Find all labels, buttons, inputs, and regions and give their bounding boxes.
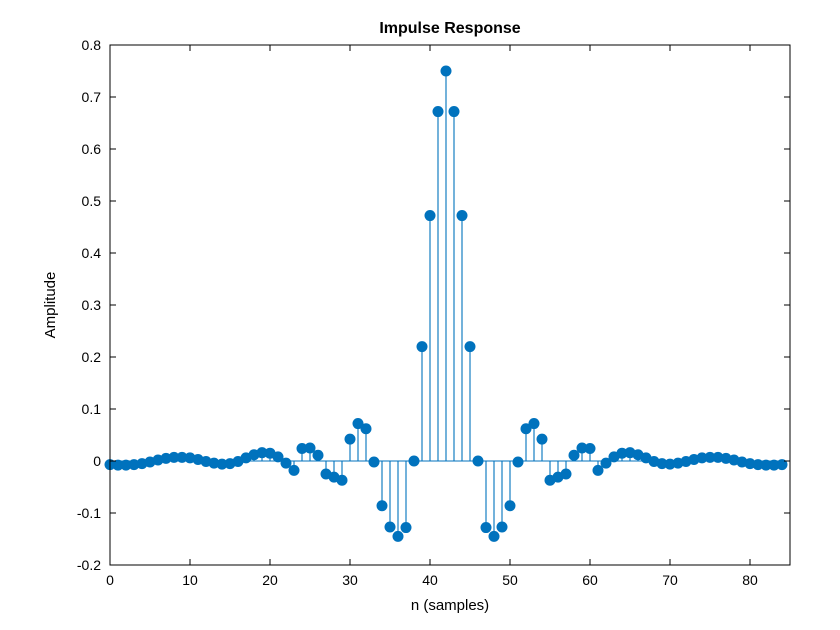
xtick-label: 40 — [422, 572, 438, 588]
ytick-label: -0.2 — [77, 557, 101, 573]
ytick-label: 0.3 — [82, 297, 102, 313]
chart-title: Impulse Response — [379, 20, 520, 37]
ytick-label: 0.5 — [82, 193, 102, 209]
xtick-label: 20 — [262, 572, 278, 588]
chart-svg: 0 10 20 30 40 50 60 70 80 -0.2 -0.1 0 0.1 0.2 0.3 0.4 0.… — [0, 0, 840, 630]
y-axis-label: Amplitude — [42, 272, 59, 339]
ytick-label: 0.2 — [82, 349, 102, 365]
ytick-label: 0.8 — [82, 37, 102, 53]
xtick-label: 80 — [742, 572, 758, 588]
ytick-label: 0.7 — [82, 89, 102, 105]
ytick-label: -0.1 — [77, 505, 101, 521]
ytick-label: 0.6 — [82, 141, 102, 157]
xtick-label: 50 — [502, 572, 518, 588]
xtick-label: 10 — [182, 572, 198, 588]
xtick-label: 70 — [662, 572, 678, 588]
ytick-label: 0.1 — [82, 401, 102, 417]
impulse-response-chart: 0 10 20 30 40 50 60 70 80 -0.2 -0.1 0 0.1 0.2 0.3 0.4 0.… — [0, 0, 840, 630]
ytick-label: 0.4 — [82, 245, 102, 261]
ytick-label: 0 — [93, 453, 101, 469]
xtick-label: 0 — [106, 572, 114, 588]
x-axis-label: n (samples) — [411, 597, 489, 614]
xtick-label: 60 — [582, 572, 598, 588]
xtick-label: 30 — [342, 572, 358, 588]
